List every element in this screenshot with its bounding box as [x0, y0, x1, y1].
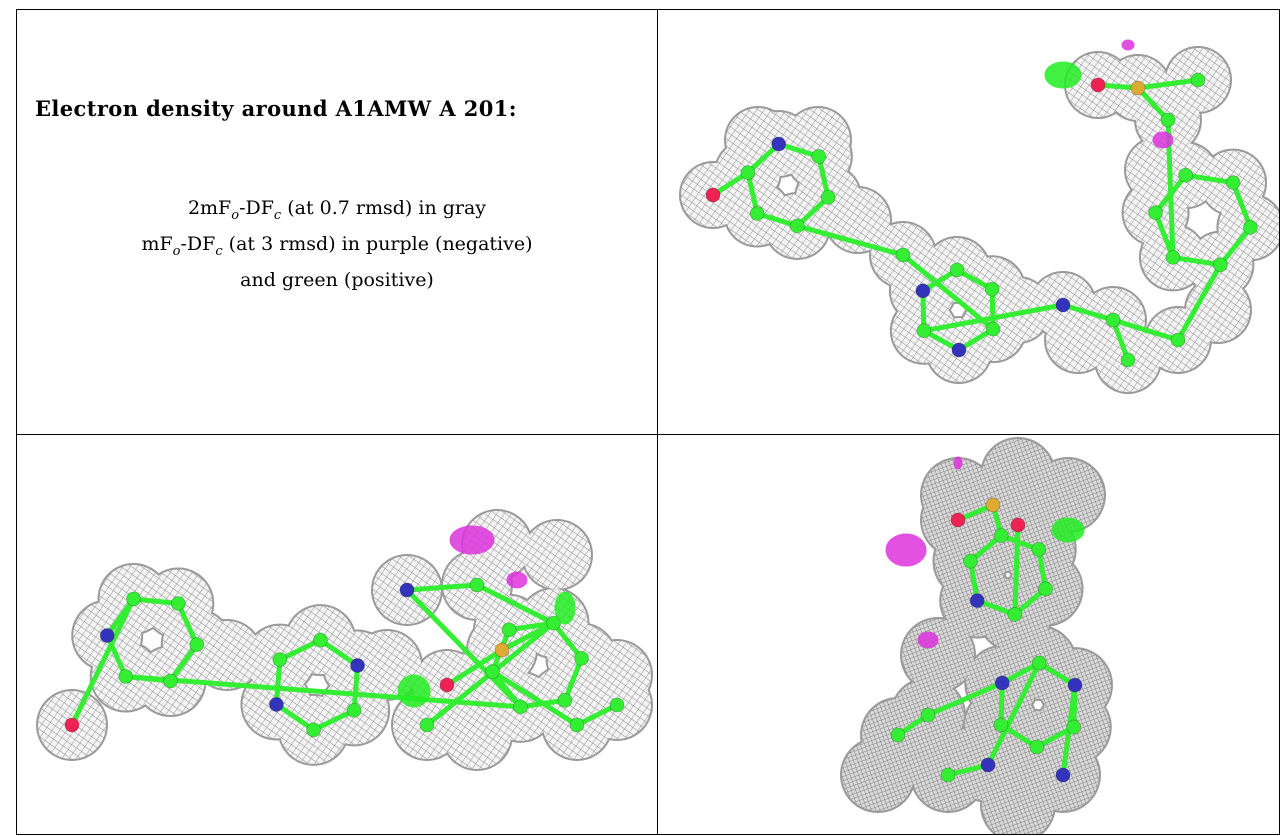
negative-density-blob: [1152, 131, 1174, 149]
positive-density-blob: [1051, 517, 1085, 543]
figure-table: Electron density around A1AMW A 201: 2mF…: [16, 9, 1280, 835]
row-divider: [17, 434, 1279, 435]
atom-spheres: [705, 72, 1258, 368]
density-mesh: [36, 509, 653, 771]
figure-title: Electron density around A1AMW A 201:: [35, 96, 517, 121]
negative-density-blob: [953, 456, 963, 470]
electron-density-view-3-icon: [840, 437, 1113, 834]
negative-density-blob: [885, 533, 927, 567]
electron-density-view-1-icon: [679, 39, 1279, 394]
legend-text: 2mFo-DFc (at 0.7 rmsd) in gray mFo-DFc (…: [17, 194, 657, 295]
density-mesh: [679, 46, 1279, 394]
negative-density-blob: [506, 571, 528, 589]
legend-line-gray: 2mFo-DFc (at 0.7 rmsd) in gray: [187, 197, 487, 223]
negative-density-blob: [449, 525, 495, 555]
caption-cell: Electron density around A1AMW A 201: 2mF…: [17, 10, 657, 434]
view-bottom-right: [658, 435, 1279, 834]
electron-density-view-2-icon: [36, 509, 653, 771]
positive-density-blob: [397, 674, 431, 708]
negative-density-blob: [917, 631, 939, 649]
positive-density-blob: [554, 591, 576, 625]
positive-density-blob: [1044, 61, 1082, 89]
legend-line-difference: mFo-DFc (at 3 rmsd) in purple (negative): [141, 232, 533, 259]
atom-spheres: [64, 577, 625, 738]
column-divider: [657, 10, 658, 834]
atom-spheres: [890, 497, 1083, 783]
view-top-right: [658, 10, 1279, 434]
legend-line-positive: and green (positive): [240, 268, 434, 291]
density-mesh: [840, 437, 1113, 834]
view-bottom-left: [17, 435, 657, 834]
negative-density-blob: [1121, 39, 1135, 51]
